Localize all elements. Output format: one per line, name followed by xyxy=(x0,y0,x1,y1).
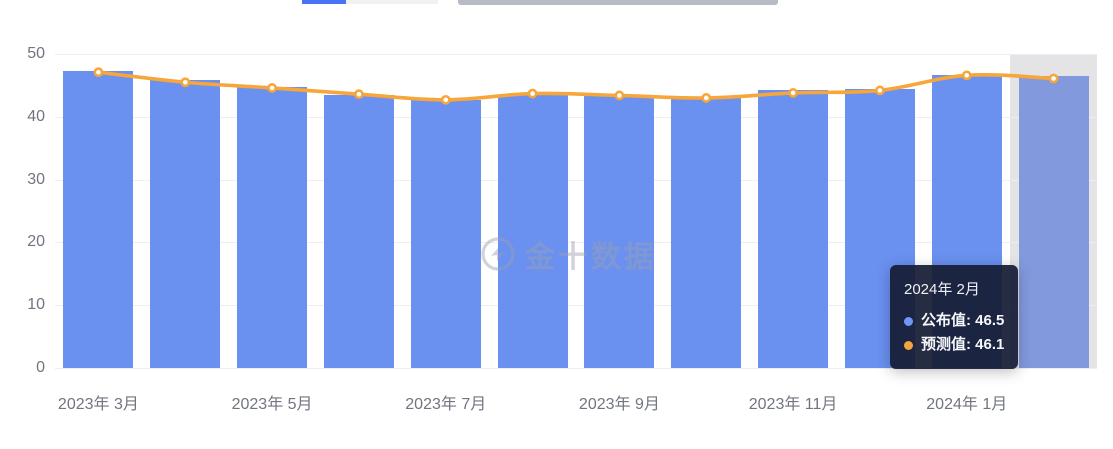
y-axis-tick-label: 30 xyxy=(27,170,45,188)
bar-2023年 8月[interactable] xyxy=(497,94,568,368)
y-axis-tick-label: 20 xyxy=(27,233,45,251)
forecast-point-2023年 11月[interactable] xyxy=(788,88,798,98)
tooltip-title: 2024年 2月 xyxy=(904,281,980,298)
y-axis-tick-label: 10 xyxy=(27,296,45,314)
forecast-point-2023年 6月[interactable] xyxy=(354,89,364,100)
tab-track xyxy=(346,0,438,4)
scrollbar-thumb[interactable] xyxy=(458,0,778,5)
x-axis-tick-label: 2023年 11月 xyxy=(748,396,838,413)
forecast-point-2023年 10月[interactable] xyxy=(701,93,712,103)
forecast-point-2023年 8月[interactable] xyxy=(527,88,538,99)
x-axis-tick-label: 2023年 3月 xyxy=(57,396,139,413)
bar-2023年 5月[interactable] xyxy=(237,86,308,368)
bar-2023年 10月[interactable] xyxy=(671,97,742,368)
y-axis-tick-label: 40 xyxy=(27,107,45,125)
x-axis-tick-label: 2023年 5月 xyxy=(231,396,313,413)
bar-2024年 2月[interactable] xyxy=(1018,75,1089,368)
legend-dot-icon xyxy=(904,316,913,326)
active-tab-indicator xyxy=(302,0,346,4)
tooltip-row: 预测值: 46.1 xyxy=(904,333,1004,357)
gridline xyxy=(55,242,1097,244)
bar-2023年 11月[interactable] xyxy=(758,90,829,368)
legend-dot-icon xyxy=(904,340,913,350)
jin10-logo-icon xyxy=(481,237,515,271)
bar-2023年 9月[interactable] xyxy=(584,95,655,368)
tooltip-row-text: 预测值: 46.1 xyxy=(921,336,1005,353)
x-axis-tick-label: 2023年 9月 xyxy=(578,396,660,413)
gridline xyxy=(55,116,1097,118)
bar-2023年 7月[interactable] xyxy=(410,99,481,368)
forecast-point-2023年 5月[interactable] xyxy=(267,83,277,93)
y-axis-tick-label: 50 xyxy=(27,45,45,62)
watermark-text: 金十数据 xyxy=(525,241,657,274)
tooltip-row-text: 公布值: 46.5 xyxy=(921,312,1005,329)
x-axis-tick-label: 2023年 7月 xyxy=(405,396,487,413)
gridline xyxy=(55,368,1097,369)
forecast-point-2023年 3月[interactable] xyxy=(93,67,104,78)
forecast-point-2023年 9月[interactable] xyxy=(614,90,625,101)
forecast-point-2024年 1月[interactable] xyxy=(961,70,972,81)
gridline xyxy=(55,305,1097,307)
chart-tooltip: 2024年 2月 公布值: 46.5 预测值: 46.1 xyxy=(890,265,1019,369)
bar-2023年 6月[interactable] xyxy=(323,95,394,368)
bar-2023年 3月[interactable] xyxy=(63,70,134,368)
forecast-point-2023年 12月[interactable] xyxy=(875,85,885,96)
gridline xyxy=(55,54,1097,55)
tooltip-row: 公布值: 46.5 xyxy=(904,309,1004,333)
bar-2023年 4月[interactable] xyxy=(150,80,221,368)
gridline xyxy=(55,179,1097,181)
watermark: 金十数据 xyxy=(480,232,657,276)
forecast-point-2024年 2月[interactable] xyxy=(1048,73,1059,84)
forecast-point-2023年 4月[interactable] xyxy=(180,77,191,88)
forecast-point-2023年 7月[interactable] xyxy=(440,94,451,105)
y-axis-tick-label: 0 xyxy=(36,359,45,376)
x-axis-tick-label: 2024年 1月 xyxy=(926,396,1008,413)
